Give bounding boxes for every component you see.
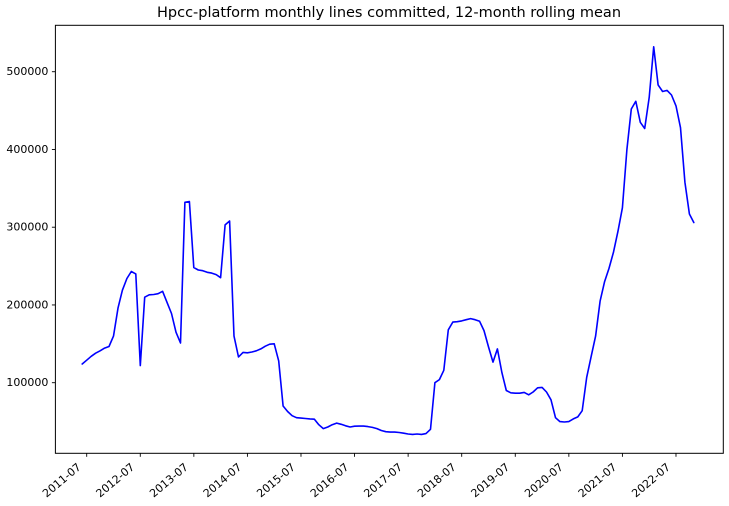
x-tick-label: 2017-07 (361, 461, 405, 501)
plot-frame (54, 24, 724, 454)
x-tick-label: 2021-07 (576, 461, 620, 501)
x-tick-label: 2019-07 (469, 461, 513, 501)
x-tick-label: 2022-07 (629, 461, 673, 501)
x-tick-label: 2011-07 (40, 461, 84, 501)
x-tick-label: 2016-07 (308, 461, 352, 501)
x-tick-label: 2012-07 (94, 461, 138, 501)
chart-title: Hpcc-platform monthly lines committed, 1… (156, 5, 622, 21)
x-tick-label: 2014-07 (201, 461, 245, 501)
x-tick-label: 2020-07 (522, 461, 566, 501)
x-tick-label: 2013-07 (147, 461, 191, 501)
y-tick-label: 500000 (6, 65, 48, 78)
x-tick-label: 2015-07 (254, 461, 298, 501)
y-tick-label: 400000 (6, 143, 48, 156)
x-tick-label: 2018-07 (415, 461, 459, 501)
y-tick-label: 200000 (6, 298, 48, 311)
y-tick-label: 300000 (6, 221, 48, 234)
y-tick-label: 100000 (6, 376, 48, 389)
data-line (81, 45, 695, 436)
